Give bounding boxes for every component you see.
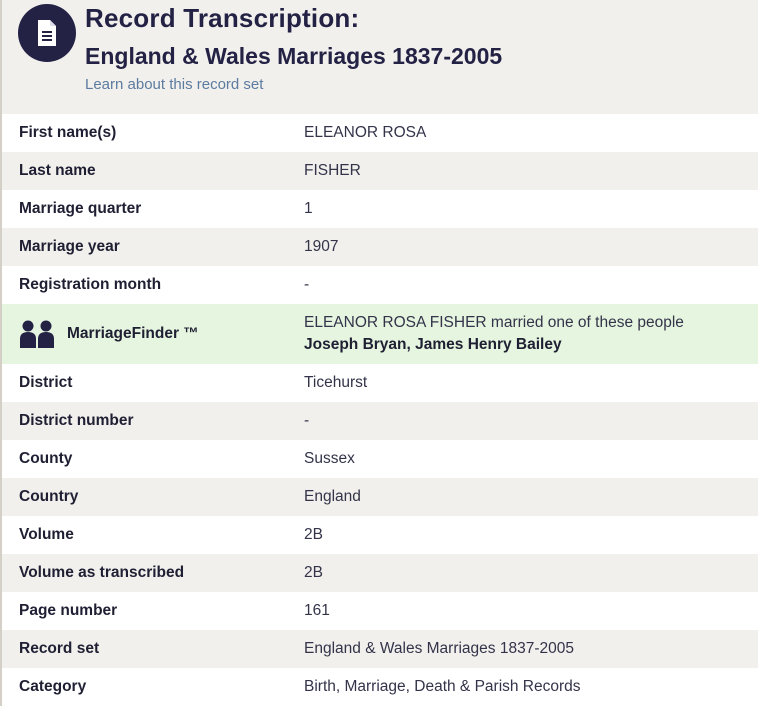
field-value: England <box>304 488 361 505</box>
field-label: Category <box>19 678 87 695</box>
field-label: Page number <box>19 602 118 619</box>
table-row: First name(s) ELEANOR ROSA <box>2 114 758 152</box>
field-value: ELEANOR ROSA <box>304 124 427 141</box>
table-row: Category Birth, Marriage, Death & Parish… <box>2 668 758 706</box>
field-label: District <box>19 374 73 391</box>
record-details-table: First name(s) ELEANOR ROSA Last name FIS… <box>2 114 758 706</box>
marriage-finder-value: ELEANOR ROSA FISHER married one of these… <box>304 304 758 364</box>
table-row: Marriage year 1907 <box>2 228 758 266</box>
field-value: Sussex <box>304 450 355 467</box>
spouse-names-link[interactable]: Joseph Bryan, James Henry Bailey <box>304 336 562 353</box>
table-row: Country England <box>2 478 758 516</box>
page-title: Record Transcription: <box>85 3 360 33</box>
learn-about-record-set-link[interactable]: Learn about this record set <box>85 76 264 93</box>
field-value: England & Wales Marriages 1837-2005 <box>304 640 574 657</box>
field-label: County <box>19 450 73 467</box>
field-label: Country <box>19 488 79 505</box>
table-row: Last name FISHER <box>2 152 758 190</box>
table-row: Registration month - <box>2 266 758 304</box>
marriage-finder-row: MarriageFinder ™ ELEANOR ROSA FISHER mar… <box>2 304 758 364</box>
field-label: First name(s) <box>19 124 117 141</box>
field-label: District number <box>19 412 134 429</box>
field-value: - <box>304 412 310 429</box>
field-value: 2B <box>304 564 323 581</box>
field-label: Volume <box>19 526 74 543</box>
field-value: 161 <box>304 602 330 619</box>
document-icon <box>18 4 76 62</box>
field-value: 1907 <box>304 238 339 255</box>
table-row: Page number 161 <box>2 592 758 630</box>
table-row: Marriage quarter 1 <box>2 190 758 228</box>
field-value: 2B <box>304 526 323 543</box>
record-set-title: England & Wales Marriages 1837-2005 <box>85 43 503 69</box>
table-row: District number - <box>2 402 758 440</box>
table-row: Volume as transcribed 2B <box>2 554 758 592</box>
table-row: Volume 2B <box>2 516 758 554</box>
record-header: Record Transcription: England & Wales Ma… <box>2 0 758 114</box>
field-value: FISHER <box>304 162 361 179</box>
field-label: Marriage year <box>19 238 120 255</box>
field-label: Registration month <box>19 276 162 293</box>
marriage-finder-text: ELEANOR ROSA FISHER married one of these… <box>304 314 684 331</box>
field-value: Ticehurst <box>304 374 368 391</box>
field-label: Volume as transcribed <box>19 564 185 581</box>
field-value: Birth, Marriage, Death & Parish Records <box>304 678 581 695</box>
people-icon <box>20 320 54 348</box>
marriage-finder-label: MarriageFinder ™ <box>67 325 199 342</box>
table-row: District Ticehurst <box>2 364 758 402</box>
field-label: Last name <box>19 162 96 179</box>
field-value: - <box>304 276 310 293</box>
marriage-finder-label-cell: MarriageFinder ™ <box>2 304 304 364</box>
table-row: County Sussex <box>2 440 758 478</box>
field-value: 1 <box>304 200 313 217</box>
field-label: Marriage quarter <box>19 200 142 217</box>
table-row: Record set England & Wales Marriages 183… <box>2 630 758 668</box>
field-label: Record set <box>19 640 100 657</box>
